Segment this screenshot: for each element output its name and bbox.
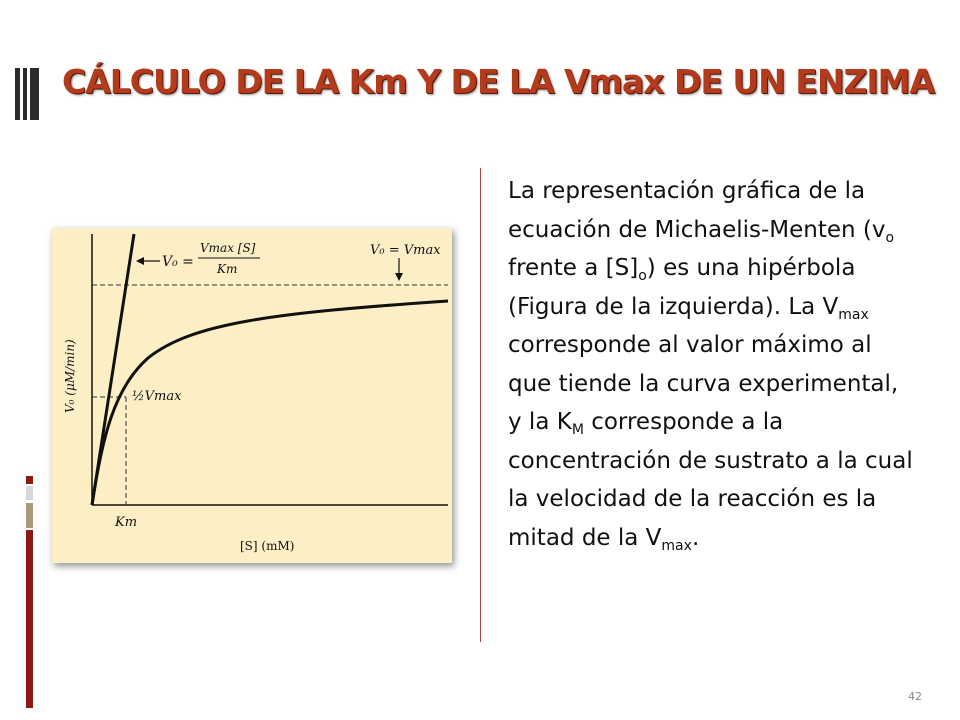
paragraph-text-4: corresponde al valor máximo al que tiend… <box>508 332 899 435</box>
slope-arrowhead <box>136 257 144 265</box>
km-label: Km <box>114 515 137 530</box>
paragraph-text-1: La representación gráfica de la ecuación… <box>508 178 886 243</box>
slope-denominator: Km <box>216 262 237 276</box>
hyperbola-curve <box>90 299 449 506</box>
michaelis-menten-plot: V₀ = Vmax [S] Km V₀ = Vmax ½Vmax Km [S] … <box>63 233 449 553</box>
left-bar-tan <box>26 503 33 528</box>
slope-label-lhs: V₀ = <box>162 254 194 270</box>
paragraph-sub-5: max <box>661 537 692 554</box>
paragraph-text-5: corresponde a la concentración de sustra… <box>508 409 913 551</box>
asymptote-arrowhead <box>395 273 403 281</box>
left-bar-red-top <box>26 476 33 484</box>
column-divider <box>480 168 481 642</box>
half-vmax-label: ½Vmax <box>132 389 182 404</box>
paragraph-sub-3: max <box>838 306 869 323</box>
paragraph-text-6: . <box>691 524 700 551</box>
slope-numerator: Vmax [S] <box>200 241 256 255</box>
michaelis-menten-figure: V₀ = Vmax [S] Km V₀ = Vmax ½Vmax Km [S] … <box>52 228 452 563</box>
left-bar-grey <box>26 486 33 500</box>
slide-title: CÁLCULO DE LA Km Y DE LA Vmax DE UN ENZI… <box>62 62 935 101</box>
paragraph-sub-2: o <box>638 268 647 284</box>
page-number: 42 <box>908 690 922 703</box>
paragraph-text-3: ) es una hipérbola (Figura de la izquier… <box>508 255 856 320</box>
left-bar-red-bottom <box>26 530 33 708</box>
asymptote-label: V₀ = Vmax <box>370 243 441 258</box>
paragraph-text-2: frente a [S] <box>508 255 639 281</box>
x-axis-label: [S] (mM) <box>240 539 294 553</box>
decorative-top-bars <box>15 68 39 120</box>
y-axis-label: V₀ (μM/min) <box>63 339 77 413</box>
explanation-paragraph: La representación gráfica de la ecuación… <box>508 172 918 557</box>
paragraph-sub-1: o <box>885 229 895 246</box>
paragraph-sub-4: M <box>571 422 584 438</box>
